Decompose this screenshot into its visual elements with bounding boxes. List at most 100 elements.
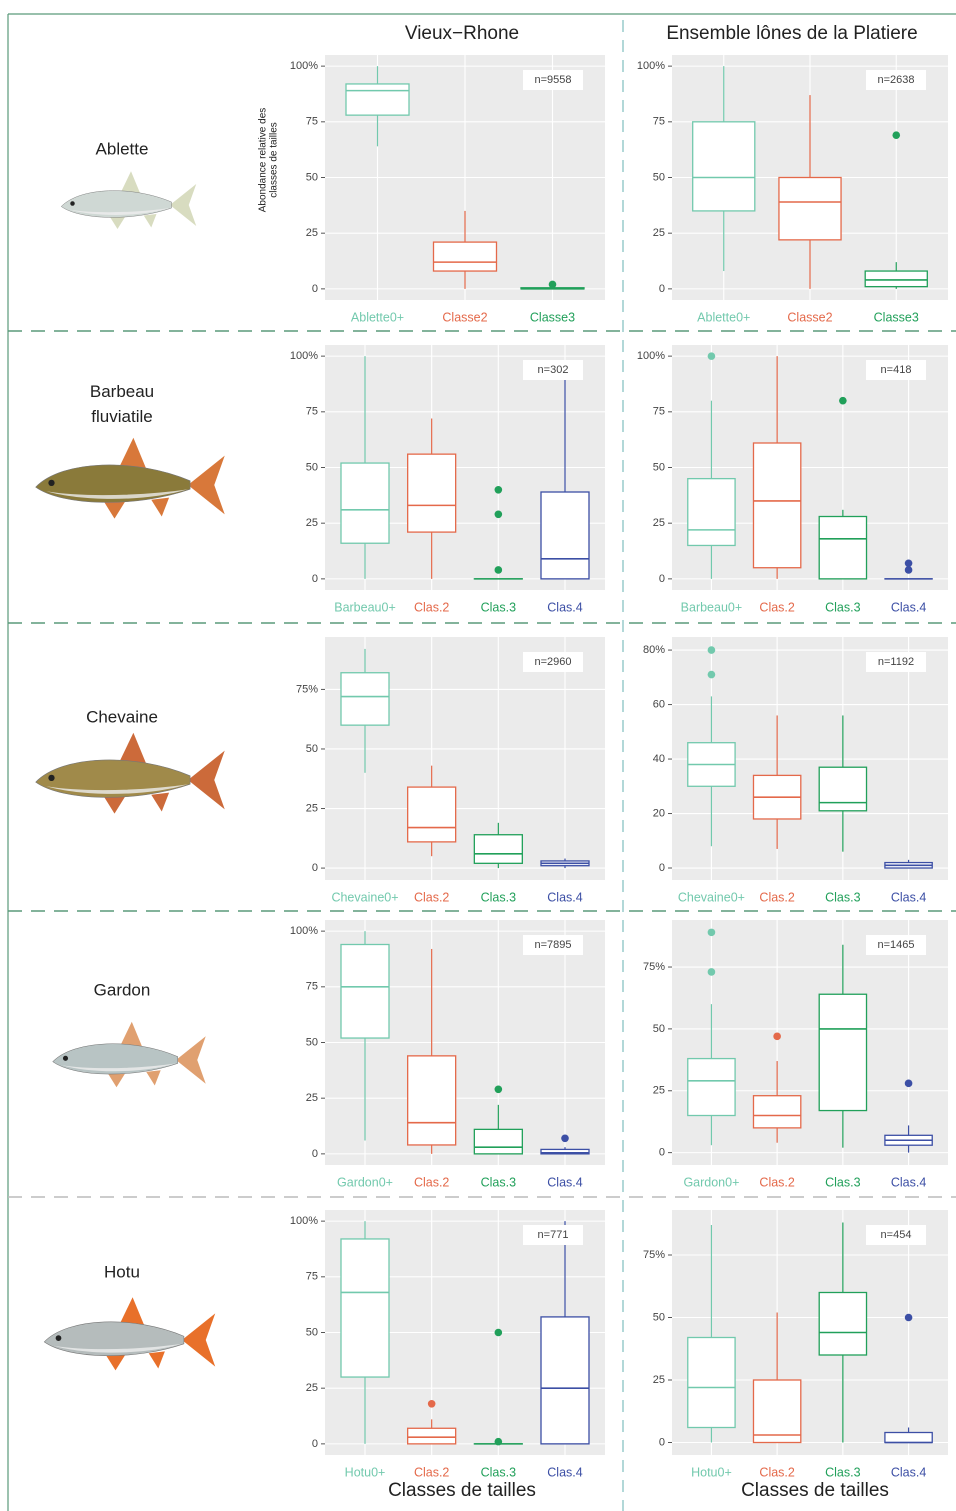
outlier [707, 646, 716, 654]
x-tick-label: Classe2 [787, 310, 832, 324]
box [340, 943, 390, 1039]
y-tick-label: 0 [659, 862, 665, 874]
outlier [548, 280, 557, 289]
x-tick-label: Clas.3 [481, 890, 516, 904]
species-label: Chevaine [86, 707, 158, 726]
y-tick-label: 100% [290, 60, 318, 72]
column-title: Ensemble lônes de la Platiere [666, 23, 917, 44]
y-tick-label: 50 [306, 743, 318, 755]
y-tick-label: 75 [306, 981, 318, 993]
box [540, 491, 590, 580]
fish-tail [170, 184, 197, 226]
x-tick-label: Clas.2 [414, 1465, 449, 1479]
fish-eye [48, 774, 55, 782]
fish-eye [48, 479, 55, 487]
annotation-box [523, 360, 583, 380]
box [407, 453, 457, 533]
frame [7, 13, 956, 1511]
fish-fin [104, 497, 170, 519]
outlier [904, 1313, 913, 1322]
fish-illustration [43, 1297, 216, 1371]
x-axis-title: Classes de tailles [741, 1480, 889, 1501]
x-tick-label: Clas.2 [414, 1175, 449, 1189]
x-tick-label: Clas.2 [759, 1465, 794, 1479]
x-tick-label: Ablette0+ [697, 310, 750, 324]
box [407, 786, 457, 843]
species-label: fluviatile [91, 407, 152, 426]
sample-size: n=418 [881, 364, 912, 376]
box [884, 1431, 933, 1444]
box [345, 83, 410, 116]
sample-size: n=7895 [534, 939, 571, 951]
outlier [427, 1399, 436, 1408]
fish-body [60, 190, 172, 218]
box [473, 1128, 523, 1155]
fish-fin [110, 214, 157, 229]
annotation-box [866, 652, 926, 672]
y-tick-label: 50 [306, 1326, 318, 1338]
panel-background [672, 920, 948, 1165]
fish-eye [55, 1335, 62, 1341]
y-tick-label: 0 [659, 1436, 665, 1448]
outlier [561, 1134, 569, 1143]
y-tick-label: 100% [637, 350, 665, 362]
fish-belly [46, 489, 189, 499]
fish-fin [106, 1351, 165, 1371]
sample-size: n=771 [538, 1229, 569, 1241]
outlier [707, 352, 716, 360]
fish-fin [108, 1070, 161, 1088]
y-tick-label: 75 [653, 116, 665, 128]
box [540, 1148, 590, 1155]
x-tick-label: Clas.3 [481, 600, 516, 614]
y-tick-label: 0 [312, 1438, 318, 1450]
y-tick-label: 25 [653, 1085, 665, 1097]
outlier [707, 928, 716, 937]
box [340, 1238, 390, 1378]
outlier [494, 566, 503, 574]
y-tick-label: 25 [653, 227, 665, 239]
y-tick-label: 25 [306, 1382, 318, 1394]
outlier [904, 559, 913, 568]
sample-size: n=2638 [877, 74, 914, 86]
annotation-box [523, 652, 583, 672]
y-tick-label: 25 [306, 802, 318, 814]
outlier [892, 131, 901, 139]
fish-illustration [60, 171, 197, 229]
x-tick-label: Gardon0+ [337, 1175, 393, 1189]
box [340, 672, 390, 726]
outlier [494, 485, 503, 494]
x-tick-label: Chevaine0+ [331, 890, 398, 904]
y-tick-label: 50 [306, 461, 318, 473]
species-label: Ablette [96, 139, 149, 158]
x-tick-label: Classe3 [874, 310, 919, 324]
outlier [904, 1079, 913, 1088]
box [818, 766, 868, 812]
y-tick-label: 80% [643, 644, 665, 656]
outlier [494, 510, 503, 519]
y-tick-label: 0 [659, 283, 665, 295]
y-axis-label: Abondance relative des [258, 108, 269, 213]
species-label: Hotu [104, 1262, 140, 1281]
x-tick-label: Ablette0+ [351, 310, 404, 324]
box [752, 1095, 802, 1129]
outlier [773, 1032, 781, 1041]
y-tick-label: 75% [643, 1249, 665, 1261]
y-tick-label: 0 [659, 573, 665, 585]
outlier [494, 1437, 503, 1446]
x-tick-label: Clas.2 [414, 890, 449, 904]
x-tick-label: Classe3 [530, 310, 575, 324]
x-tick-label: Clas.3 [825, 1465, 860, 1479]
fish-body [35, 759, 191, 798]
fish-belly [68, 208, 170, 215]
x-tick-label: Clas.2 [759, 890, 794, 904]
fish-fin [120, 1297, 144, 1325]
box [687, 1057, 736, 1117]
species-label: Gardon [94, 980, 151, 999]
x-tick-label: Hotu0+ [345, 1465, 386, 1479]
y-tick-label: 100% [290, 925, 318, 937]
sample-size: n=2960 [534, 656, 571, 668]
box [340, 462, 390, 544]
annotation-box [866, 935, 926, 955]
y-tick-label: 75 [306, 406, 318, 418]
box [864, 270, 928, 288]
